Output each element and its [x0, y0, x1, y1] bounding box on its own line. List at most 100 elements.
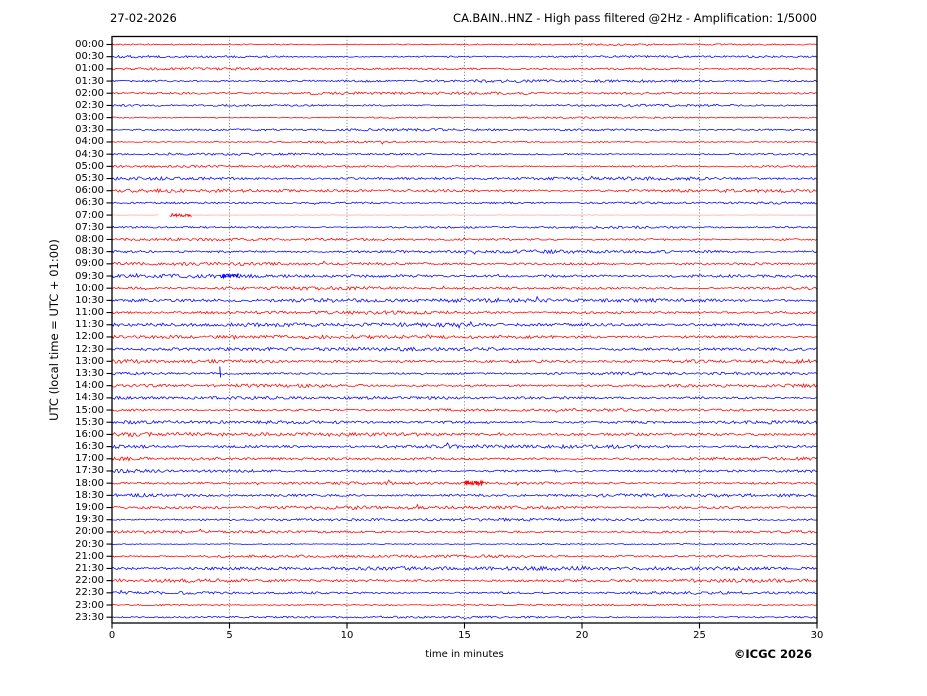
trace-00:30 [111, 54, 817, 59]
trace-11:30 [111, 320, 817, 330]
y-tick-label-21:00: 21:00 [75, 550, 104, 562]
y-tick-label-19:00: 19:00 [75, 502, 104, 514]
trace-03:30 [111, 127, 817, 132]
y-tick-label-06:00: 06:00 [75, 185, 104, 197]
x-tick-label-20: 20 [575, 630, 589, 641]
y-tick-label-09:00: 09:00 [75, 258, 104, 270]
y-tick-label-01:00: 01:00 [75, 63, 104, 75]
y-tick-label-20:00: 20:00 [75, 526, 104, 538]
y-tick-label-08:30: 08:30 [75, 246, 104, 258]
y-tick-label-02:30: 02:30 [75, 99, 104, 111]
trace-14:00 [111, 383, 817, 389]
plot-title: CA.BAIN..HNZ - High pass filtered @2Hz -… [453, 11, 817, 25]
y-tick-label-05:00: 05:00 [75, 160, 104, 172]
y-tick-label-18:30: 18:30 [75, 489, 104, 501]
y-tick-label-00:00: 00:00 [75, 39, 104, 50]
y-tick-label-12:30: 12:30 [75, 343, 104, 355]
trace-02:30 [111, 103, 817, 108]
copyright-label: ©ICGC 2026 [733, 647, 812, 661]
trace-03:00 [111, 116, 817, 119]
plot-date: 27-02-2026 [110, 11, 177, 25]
trace-19:00 [111, 503, 817, 511]
trace-21:00 [111, 554, 817, 559]
trace-06:00 [111, 188, 817, 194]
y-tick-label-17:00: 17:00 [75, 453, 104, 465]
trace-05:00 [111, 164, 817, 169]
trace-16:30 [111, 442, 817, 450]
y-tick-label-22:00: 22:00 [75, 575, 104, 587]
trace-05:30 [111, 175, 817, 182]
trace-19:30 [111, 517, 817, 522]
trace-12:30 [111, 346, 817, 352]
trace-07:30 [111, 225, 817, 230]
y-tick-label-03:30: 03:30 [75, 124, 104, 136]
y-tick-label-18:00: 18:00 [75, 477, 104, 489]
trace-16:00 [111, 431, 817, 438]
trace-01:30 [111, 79, 817, 84]
trace-12:00 [111, 334, 817, 341]
event-spike-13:30 [219, 366, 222, 378]
y-tick-label-14:30: 14:30 [75, 392, 104, 404]
y-tick-label-13:30: 13:30 [75, 367, 104, 379]
y-tick-label-06:30: 06:30 [75, 197, 104, 209]
y-tick-label-21:30: 21:30 [75, 562, 104, 574]
x-tick-label-10: 10 [340, 630, 354, 641]
trace-15:00 [111, 408, 817, 413]
event-burst-09:30 [219, 272, 240, 280]
trace-08:30 [111, 248, 817, 255]
y-tick-label-23:30: 23:30 [75, 611, 104, 623]
y-tick-label-17:30: 17:30 [75, 465, 104, 477]
y-tick-label-23:00: 23:00 [75, 599, 104, 611]
x-axis-label: time in minutes [425, 649, 504, 660]
trace-23:00 [111, 603, 817, 607]
y-tick-label-10:30: 10:30 [75, 294, 104, 306]
trace-13:00 [111, 358, 817, 365]
x-tick-label-5: 5 [226, 630, 233, 641]
trace-04:30 [111, 152, 817, 156]
y-tick-label-10:00: 10:00 [75, 282, 104, 294]
trace-06:30 [111, 201, 817, 206]
y-tick-label-08:00: 08:00 [75, 233, 104, 245]
x-tick-label-0: 0 [108, 630, 116, 641]
trace-02:00 [111, 91, 817, 96]
y-tick-label-09:30: 09:30 [75, 270, 104, 282]
trace-22:00 [111, 577, 817, 584]
trace-15:30 [111, 419, 817, 425]
trace-22:30 [111, 589, 817, 595]
trace-18:30 [111, 492, 817, 498]
trace-10:00 [111, 285, 817, 291]
trace-10:30 [111, 295, 817, 304]
y-tick-label-19:30: 19:30 [75, 514, 104, 526]
trace-17:00 [111, 456, 817, 462]
y-tick-label-15:00: 15:00 [75, 404, 104, 416]
event-burst-18:00 [464, 479, 484, 487]
trace-20:00 [111, 528, 817, 534]
trace-17:30 [111, 468, 817, 474]
trace-00:00 [111, 43, 817, 46]
x-tick-label-15: 15 [458, 630, 471, 641]
y-tick-label-07:00: 07:00 [75, 209, 104, 221]
trace-13:30 [111, 371, 817, 376]
trace-04:00 [111, 140, 817, 145]
y-tick-label-13:00: 13:00 [75, 355, 104, 367]
trace-07:00-pale-0 [111, 214, 159, 216]
trace-14:30 [111, 395, 817, 401]
trace-21:30 [111, 565, 817, 572]
y-tick-label-16:30: 16:30 [75, 441, 104, 453]
trace-09:00 [111, 260, 817, 267]
plot-frame [111, 35, 818, 624]
y-tick-label-12:00: 12:00 [75, 331, 104, 343]
y-tick-label-04:30: 04:30 [75, 148, 104, 160]
trace-23:30 [111, 615, 817, 619]
y-tick-label-11:30: 11:30 [75, 319, 104, 331]
trace-09:30 [111, 272, 817, 279]
y-tick-label-04:00: 04:00 [75, 136, 104, 148]
y-tick-label-22:30: 22:30 [75, 587, 104, 599]
y-tick-label-11:00: 11:00 [75, 307, 104, 319]
trace-01:00 [111, 67, 817, 71]
y-tick-label-05:30: 05:30 [75, 173, 104, 185]
trace-11:00 [111, 310, 817, 316]
trace-08:00 [111, 237, 817, 242]
